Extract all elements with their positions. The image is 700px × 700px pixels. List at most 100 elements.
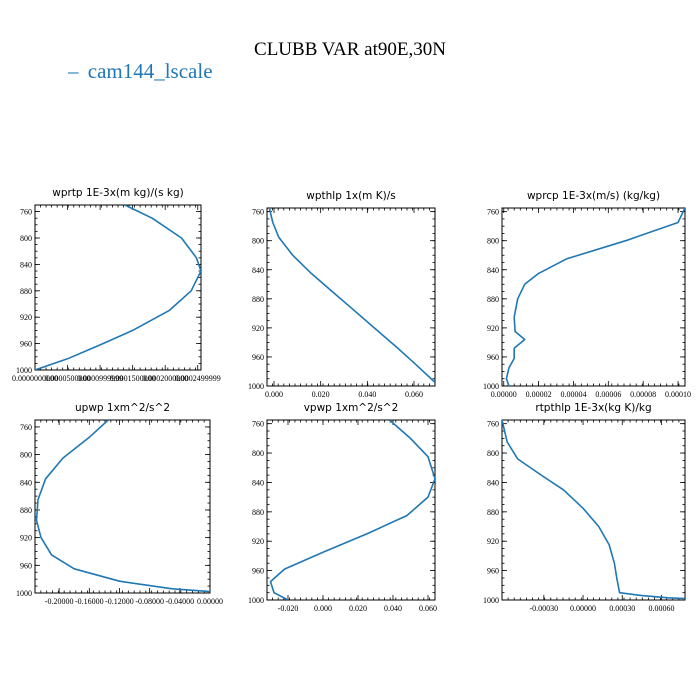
x-tick-label: -0.08000 bbox=[135, 597, 164, 606]
x-tick-label: 0.0000999999 bbox=[77, 374, 123, 383]
x-tick-label: 0.00060 bbox=[648, 604, 674, 613]
y-tick-label: 840 bbox=[487, 266, 499, 275]
panel-1: wprtp 1E-3x(m kg)/(s kg) 760 800 840 880 920 9… bbox=[12, 187, 221, 383]
minor-ticks bbox=[502, 208, 685, 387]
minor-ticks bbox=[35, 204, 201, 371]
y-tick-label: 800 bbox=[20, 451, 32, 460]
x-tick-label: 0.00010 bbox=[665, 390, 691, 399]
panel-title: wpthlp 1x(m K)/s bbox=[306, 190, 396, 202]
y-tick-label: 920 bbox=[487, 324, 499, 333]
x-tick-label: -0.04000 bbox=[165, 597, 194, 606]
plot-frame bbox=[266, 419, 436, 601]
y-tick-label: 880 bbox=[252, 295, 264, 304]
plot-frame bbox=[34, 419, 211, 594]
x-tick-label: 0.000 bbox=[265, 390, 283, 399]
y-tick-label: 880 bbox=[487, 295, 499, 304]
x-tick-label: -0.020 bbox=[278, 604, 299, 613]
panel-title: upwp 1xm^2/s^2 bbox=[75, 402, 170, 414]
series-line-cam144-lscale bbox=[35, 205, 201, 370]
y-tick-label: 920 bbox=[252, 537, 264, 546]
x-tick-label: 0.00004 bbox=[560, 390, 586, 399]
x-tick-label: -0.20000 bbox=[45, 597, 74, 606]
x-tick-label: 0.00008 bbox=[630, 390, 656, 399]
y-tick-label: 960 bbox=[252, 567, 264, 576]
y-tick-label: 760 bbox=[20, 208, 32, 217]
y-tick-label: 800 bbox=[487, 237, 499, 246]
y-tick-label: 760 bbox=[487, 208, 499, 217]
y-tick-label: 960 bbox=[252, 353, 264, 362]
figure-title: CLUBB VAR at90E,30N bbox=[254, 39, 446, 60]
y-tick-label: 1000 bbox=[248, 382, 264, 391]
y-tick-label: 1000 bbox=[483, 596, 499, 605]
y-tick-label: 760 bbox=[252, 208, 264, 217]
panel-6: rtpthlp 1E-3x(kg K)/kg 760 800 840 880 920 960… bbox=[483, 402, 686, 613]
panel-4: upwp 1xm^2/s^2 760 800 840 880 920 960 1000 -0.2… bbox=[16, 402, 223, 606]
series-line-cam144-lscale bbox=[35, 420, 210, 593]
y-tick-label: 840 bbox=[487, 478, 499, 487]
y-tick-label: 1000 bbox=[248, 596, 264, 605]
x-tick-label: 0.00000 bbox=[491, 390, 517, 399]
x-tick-label: 0.000 bbox=[314, 604, 332, 613]
y-tick-label: 800 bbox=[487, 449, 499, 458]
minor-ticks bbox=[267, 420, 435, 601]
y-tick-label: 960 bbox=[20, 340, 32, 349]
series-line-cam144-lscale bbox=[505, 208, 685, 386]
x-tick-label: 0.00006 bbox=[595, 390, 621, 399]
y-tick-label: 920 bbox=[20, 534, 32, 543]
series-line-cam144-lscale bbox=[502, 420, 685, 600]
y-tick-label: 760 bbox=[487, 420, 499, 429]
y-tick-label: 760 bbox=[20, 423, 32, 432]
plot-frame bbox=[501, 207, 686, 387]
y-tick-label: 880 bbox=[487, 508, 499, 517]
y-tick-label: 880 bbox=[20, 506, 32, 515]
x-tick-label: 0.0000500000 bbox=[45, 374, 91, 383]
x-tick-label: 0.060 bbox=[419, 604, 437, 613]
panel-title: rtpthlp 1E-3x(kg K)/kg bbox=[535, 402, 651, 414]
y-tick-label: 840 bbox=[252, 478, 264, 487]
y-tick-label: 800 bbox=[252, 237, 264, 246]
series-line-cam144-lscale bbox=[268, 208, 435, 383]
x-tick-label: 0.040 bbox=[358, 390, 376, 399]
y-tick-label: 800 bbox=[20, 234, 32, 243]
x-tick-label: 0.00000 bbox=[570, 604, 596, 613]
panel-title: vpwp 1xm^2/s^2 bbox=[304, 402, 399, 414]
panel-2: wpthlp 1x(m K)/s76080084088092096010000.… bbox=[248, 190, 436, 399]
panel-title: wprcp 1E-3x(m/s) (kg/kg) bbox=[527, 190, 660, 202]
panel-5: vpwp 1xm^2/s^2 760 800 840 880 920 960 1000 -0.0… bbox=[248, 402, 437, 613]
y-tick-label: 880 bbox=[252, 508, 264, 517]
series-line-cam144-lscale bbox=[269, 420, 435, 600]
x-tick-label: 0.060 bbox=[405, 390, 423, 399]
y-tick-label: 880 bbox=[20, 287, 32, 296]
x-tick-label: -0.00030 bbox=[529, 604, 558, 613]
x-tick-label: 0.0002499999 bbox=[175, 374, 221, 383]
panel-3: wprcp 1E-3x(m/s) (kg/kg) 760 800 840 880 920 9… bbox=[483, 190, 691, 399]
legend-line-marker: – bbox=[67, 59, 79, 83]
y-tick-label: 920 bbox=[487, 537, 499, 546]
plot-frame bbox=[34, 204, 202, 371]
y-tick-label: 960 bbox=[487, 567, 499, 576]
y-tick-label: 960 bbox=[487, 353, 499, 362]
y-tick-label: 760 bbox=[252, 420, 264, 429]
y-tick-label: 800 bbox=[252, 449, 264, 458]
x-tick-label: 0.0000000000 bbox=[12, 374, 58, 383]
y-tick-label: 960 bbox=[20, 561, 32, 570]
y-tick-label: 1000 bbox=[16, 366, 32, 375]
plot-frame bbox=[501, 419, 686, 601]
x-tick-label: -0.16000 bbox=[75, 597, 104, 606]
y-tick-label: 840 bbox=[20, 260, 32, 269]
x-tick-label: 0.020 bbox=[349, 604, 367, 613]
x-tick-label: 0.0001500000 bbox=[110, 374, 156, 383]
x-tick-label: 0.00030 bbox=[609, 604, 635, 613]
minor-ticks bbox=[502, 420, 685, 601]
panel-title: wprtp 1E-3x(m kg)/(s kg) bbox=[52, 187, 183, 199]
x-tick-label: 0.00000 bbox=[197, 597, 223, 606]
x-tick-label: -0.12000 bbox=[105, 597, 134, 606]
legend-entry: – cam144_lscale bbox=[67, 59, 213, 83]
y-tick-label: 840 bbox=[20, 478, 32, 487]
x-tick-label: 0.040 bbox=[384, 604, 402, 613]
y-tick-label: 920 bbox=[252, 324, 264, 333]
y-tick-label: 1000 bbox=[483, 382, 499, 391]
y-tick-label: 920 bbox=[20, 313, 32, 322]
minor-ticks bbox=[35, 419, 210, 594]
